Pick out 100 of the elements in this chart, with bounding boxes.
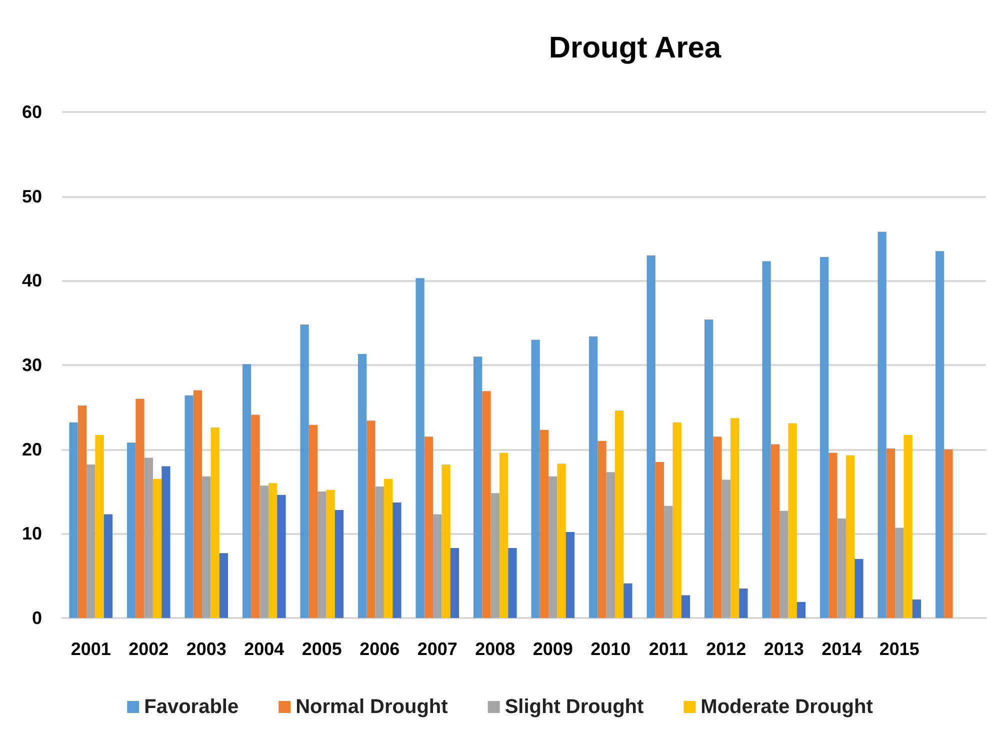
bar xyxy=(854,558,864,618)
bar xyxy=(242,364,252,618)
legend-label: Moderate Drought xyxy=(700,696,874,718)
legend-label: Favorable xyxy=(144,696,239,718)
bar xyxy=(912,599,922,618)
bar xyxy=(713,436,722,618)
bar xyxy=(193,390,202,618)
bar xyxy=(895,528,904,618)
y-tick-label: 30 xyxy=(22,355,42,375)
bar xyxy=(646,255,656,618)
legend-label: Slight Drought xyxy=(504,696,644,718)
bar xyxy=(828,452,838,618)
bar xyxy=(606,472,615,618)
bar xyxy=(490,493,500,618)
bar xyxy=(730,418,740,618)
bar xyxy=(739,588,748,618)
x-tick-label: 2009 xyxy=(532,639,573,659)
bar xyxy=(796,602,806,618)
y-tick-label: 20 xyxy=(22,439,42,460)
bar xyxy=(86,464,96,618)
bar xyxy=(251,414,260,618)
bar xyxy=(598,440,606,618)
bar xyxy=(202,476,211,618)
x-tick-label: 2002 xyxy=(128,639,169,659)
bar xyxy=(473,356,482,618)
bar xyxy=(433,514,442,618)
bar xyxy=(78,405,87,618)
bar xyxy=(904,434,912,618)
bar xyxy=(104,514,113,618)
x-tick-label: 2011 xyxy=(648,639,688,659)
bar xyxy=(318,492,326,618)
x-tick-label: 2006 xyxy=(360,639,400,659)
bar xyxy=(366,420,376,618)
bar xyxy=(162,466,170,618)
bar xyxy=(450,548,460,618)
bar xyxy=(392,502,402,618)
y-tick-label: 0 xyxy=(32,608,42,628)
x-tick-label: 2008 xyxy=(475,639,516,659)
bar xyxy=(442,464,450,618)
x-tick-label: 2001 xyxy=(70,639,111,659)
bar xyxy=(762,261,771,618)
bar xyxy=(681,595,690,618)
bar xyxy=(508,548,517,618)
x-tick-label: 2010 xyxy=(590,639,631,659)
bar xyxy=(770,444,780,618)
bar xyxy=(300,324,309,618)
bar xyxy=(375,486,384,618)
bar xyxy=(566,532,575,618)
bar xyxy=(268,483,278,618)
bar xyxy=(540,430,549,618)
bar xyxy=(944,449,953,618)
legend-label: Normal Drought xyxy=(296,696,448,718)
bar xyxy=(69,422,78,618)
bar xyxy=(846,455,855,618)
bar xyxy=(704,319,714,618)
x-tick-label: 2013 xyxy=(764,639,804,659)
y-tick-label: 40 xyxy=(22,270,42,291)
y-tick-label: 50 xyxy=(22,186,42,206)
bar xyxy=(144,458,153,618)
bar xyxy=(482,391,491,618)
bar xyxy=(384,478,393,618)
bar xyxy=(935,251,944,618)
x-tick-label: 2014 xyxy=(822,639,862,659)
bar xyxy=(788,423,797,618)
bar xyxy=(780,510,788,618)
x-tick-label: 2005 xyxy=(302,639,342,659)
bar xyxy=(672,422,682,618)
x-tick-label: 2015 xyxy=(879,639,920,659)
bar xyxy=(820,257,829,618)
bar xyxy=(260,486,268,618)
bar xyxy=(326,490,335,618)
bar xyxy=(722,480,730,618)
x-tick-label: 2003 xyxy=(186,639,226,659)
bar xyxy=(624,583,632,618)
bar xyxy=(95,434,104,618)
y-tick-label: 10 xyxy=(22,524,42,544)
bar xyxy=(126,442,136,618)
bar xyxy=(184,395,194,618)
bar xyxy=(358,354,367,618)
bar xyxy=(878,232,886,618)
bar xyxy=(416,278,424,618)
bar xyxy=(531,340,540,618)
bar xyxy=(219,553,228,618)
bar xyxy=(334,510,344,618)
chart-title: Drougt Area xyxy=(548,32,722,64)
bar xyxy=(655,462,664,618)
bar xyxy=(837,518,846,618)
bar xyxy=(499,452,508,618)
bar xyxy=(152,478,162,618)
bar xyxy=(136,398,144,618)
bar xyxy=(614,410,624,618)
x-tick-label: 2007 xyxy=(417,639,458,659)
x-tick-label: 2004 xyxy=(244,639,284,659)
bar xyxy=(424,436,434,618)
bar xyxy=(588,336,598,618)
bar xyxy=(886,448,896,618)
bar xyxy=(277,494,286,618)
bar xyxy=(548,476,558,618)
bar xyxy=(664,506,673,618)
bar xyxy=(210,427,220,618)
